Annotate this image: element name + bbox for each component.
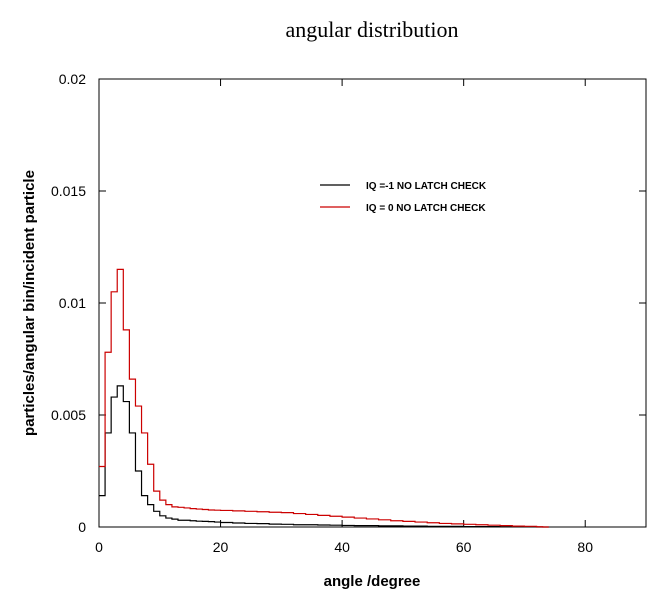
x-tick-label: 20 <box>213 539 229 555</box>
y-tick-label: 0.01 <box>59 295 86 311</box>
legend-label-1: IQ =-1 NO LATCH CHECK <box>366 181 487 192</box>
y-tick-label: 0.02 <box>59 71 86 87</box>
y-tick-label: 0.005 <box>51 407 86 423</box>
x-axis-label: angle /degree <box>324 573 421 590</box>
y-tick-label: 0.015 <box>51 183 86 199</box>
legend: IQ =-1 NO LATCH CHECK IQ = 0 NO LATCH CHE… <box>320 181 487 214</box>
x-tick-label: 40 <box>334 539 350 555</box>
x-axis: 0 20 40 60 80 <box>95 79 593 555</box>
y-tick-label: 0 <box>78 519 86 535</box>
y-axis-label: particles/angular bin/incident particle <box>21 170 38 436</box>
plot-frame <box>98 78 647 528</box>
chart-title: angular distribution <box>286 17 459 42</box>
y-axis: 0 0.005 0.01 0.015 0.02 <box>51 71 646 535</box>
series-layer <box>99 268 549 528</box>
legend-label-2: IQ = 0 NO LATCH CHECK <box>366 203 486 214</box>
series-line-1 <box>99 385 549 528</box>
x-tick-label: 80 <box>577 539 593 555</box>
series-line-2 <box>99 268 549 528</box>
x-tick-label: 60 <box>456 539 472 555</box>
x-tick-label: 0 <box>95 539 103 555</box>
